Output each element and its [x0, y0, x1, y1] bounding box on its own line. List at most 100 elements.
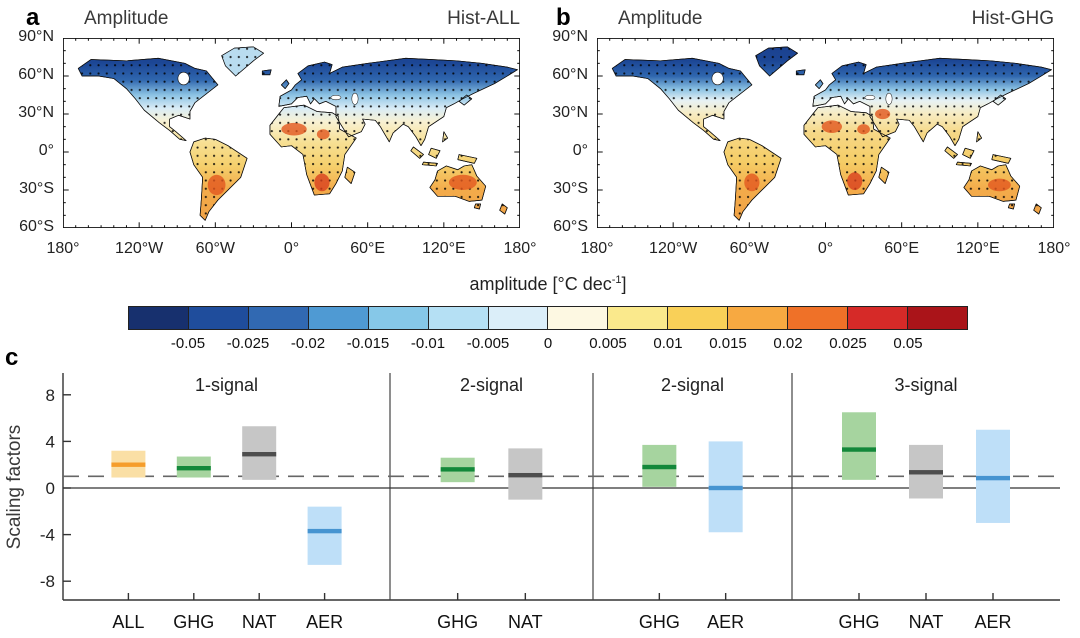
best-estimate-nat [242, 452, 277, 457]
lat-tick-label: 30°N [552, 104, 588, 121]
lon-tick-label: 180° [46, 240, 80, 257]
lat-tick-label: 60°N [18, 66, 54, 83]
colorbar-segment [847, 306, 908, 330]
lon-tick-label: 0° [817, 240, 834, 257]
bar-label-ghg: GHG [437, 612, 478, 632]
group-label: 3-signal [894, 375, 957, 395]
lon-tick-label: 120°W [115, 240, 164, 257]
lat-tick-label: 30°S [19, 180, 54, 197]
colorbar-segment [906, 306, 968, 330]
lon-tick-label: 180° [580, 240, 614, 257]
scaling-y-tick-label: -8 [40, 572, 55, 591]
panel-b-letter: b [556, 4, 571, 31]
lat-tick-label: 60°S [19, 218, 54, 235]
colorbar-tick-label: 0 [543, 335, 553, 352]
lat-tick-label: 60°S [553, 218, 588, 235]
best-estimate-ghg [642, 464, 677, 470]
colorbar-tick-label: 0.025 [829, 335, 867, 352]
colorbar-tick-label: -0.005 [466, 335, 510, 352]
colorbar-title-suffix: ] [621, 274, 627, 294]
colorbar-tick-label: 0.01 [653, 335, 683, 352]
scaling-y-tick-label: 4 [46, 432, 55, 451]
best-estimate-ghg [440, 467, 475, 472]
panel-a-lon-labels: 180° 120°W 60°W 0° 60°E 120°E 180° [46, 240, 536, 260]
colorbar-tick-label: -0.05 [170, 335, 206, 352]
bar-label-nat: NAT [242, 612, 277, 632]
best-estimate-aer [976, 475, 1010, 481]
colorbar-title-sup: -1 [611, 274, 622, 286]
bar-label-nat: NAT [508, 612, 543, 632]
lon-tick-label: 60°W [729, 240, 769, 257]
colorbar-title-text: amplitude [°C dec [469, 274, 612, 294]
colorbar-tick-label: -0.02 [290, 335, 326, 352]
colorbar-tick-label: 0.02 [773, 335, 803, 352]
lon-tick-label: 120°E [955, 240, 1000, 257]
best-estimate-ghg [176, 465, 211, 471]
group-label: 2-signal [661, 375, 724, 395]
colorbar-tick-label: -0.025 [226, 335, 270, 352]
colorbar-segment [547, 306, 609, 330]
panel-c-letter: c [5, 344, 19, 371]
best-estimate-nat [909, 470, 943, 475]
lon-tick-label: 60°E [884, 240, 920, 257]
range-bar-aer [307, 506, 342, 565]
colorbar-tick-label: 0.005 [589, 335, 627, 352]
scaling-y-tick-label: 8 [46, 386, 55, 405]
bar-label-all: ALL [112, 612, 144, 632]
best-estimate-aer [708, 485, 743, 491]
best-estimate-aer [307, 528, 342, 534]
best-estimate-nat [508, 472, 543, 478]
lon-tick-label: 120°W [649, 240, 698, 257]
lat-tick-label: 90°N [552, 28, 588, 45]
bar-label-aer: AER [306, 612, 343, 632]
bar-label-ghg: GHG [838, 612, 879, 632]
colorbar-segment [667, 306, 729, 330]
lat-tick-label: 90°N [18, 28, 54, 45]
scaling-y-tick-label: 0 [46, 479, 55, 498]
panel-b-map [597, 38, 1054, 228]
panel-b-lon-labels: 180° 120°W 60°W 0° 60°E 120°E 180° [580, 240, 1070, 260]
colorbar-segment [727, 306, 789, 330]
colorbar-tick-label: 0.05 [893, 335, 923, 352]
panel-b-scenario: Hist-GHG [971, 8, 1054, 29]
colorbar-segment [367, 306, 429, 330]
panel-b-title: Amplitude [618, 8, 703, 29]
hotspot-overlays [207, 122, 477, 196]
scaling-y-tick-label: -4 [40, 526, 55, 545]
colorbar-segment [427, 306, 489, 330]
lon-tick-label: 120°E [421, 240, 466, 257]
group-label: 1-signal [195, 375, 258, 395]
scaling-factors-chart: Scaling factors 8 4 0 -4 -8 1-signal ALL GHG NAT… [4, 373, 1060, 632]
bar-label-aer: AER [974, 612, 1011, 632]
colorbar [128, 306, 968, 330]
hotspot-overlays [744, 108, 1011, 192]
colorbar-segment [787, 306, 849, 330]
lat-tick-label: 30°S [553, 180, 588, 197]
bar-label-ghg: GHG [173, 612, 214, 632]
colorbar-segment [247, 306, 309, 330]
range-bar-ghg [842, 412, 876, 480]
panel-b-lat-labels: 90°N 60°N 30°N 0° 30°S 60°S [534, 28, 592, 235]
bar-label-ghg: GHG [639, 612, 680, 632]
lat-tick-label: 30°N [18, 104, 54, 121]
colorbar-tick-label: -0.01 [410, 335, 446, 352]
panel-a-letter: a [26, 4, 40, 31]
lon-tick-label: 180° [503, 240, 537, 257]
colorbar-segment [607, 306, 669, 330]
colorbar-tick-label: -0.015 [346, 335, 390, 352]
best-estimate-all [111, 462, 146, 467]
colorbar-tick-label: 0.015 [709, 335, 747, 352]
panel-a-lat-labels: 90°N 60°N 30°N 0° 30°S 60°S [0, 28, 58, 235]
colorbar-segment [307, 306, 369, 330]
colorbar-segment [128, 306, 189, 330]
bar-label-aer: AER [707, 612, 744, 632]
panel-a-map [63, 38, 520, 228]
colorbar-segment [487, 306, 549, 330]
panel-b-axis-ticks [597, 38, 1054, 228]
lat-tick-label: 0° [38, 142, 54, 159]
lon-tick-label: 60°E [350, 240, 386, 257]
colorbar-tick-labels: -0.05 -0.025 -0.02 -0.015 -0.01 -0.005 0 0.005 0… [128, 335, 968, 355]
group-label: 2-signal [460, 375, 523, 395]
best-estimate-ghg [842, 447, 876, 452]
